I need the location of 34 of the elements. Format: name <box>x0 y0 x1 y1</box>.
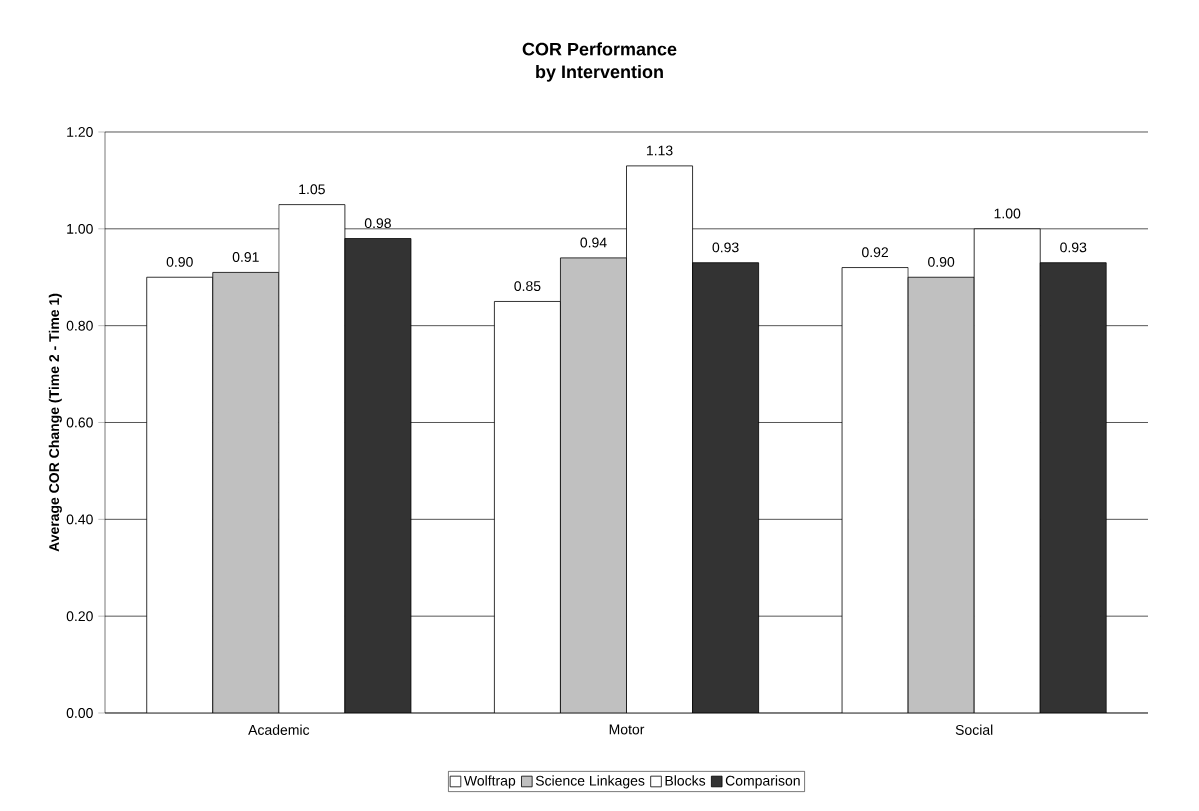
bar <box>692 262 760 713</box>
bar <box>560 257 627 713</box>
y-tick-label: 0.00 <box>66 708 93 718</box>
y-tick-label: 0.20 <box>66 611 93 622</box>
data-label: 0.91 <box>232 252 259 263</box>
data-label: 0.98 <box>364 218 391 229</box>
x-tick-label: Motor <box>609 724 645 735</box>
data-label: 0.92 <box>862 247 888 258</box>
y-axis-title: Average COR Change (Time 2 - Time 1) <box>48 293 62 552</box>
bar <box>344 238 412 713</box>
legend-label: Blocks <box>665 775 706 786</box>
legend-label: Science Linkages <box>535 775 645 789</box>
y-tick-label: 1.20 <box>67 127 93 137</box>
data-label: 0.93 <box>712 242 739 253</box>
legend-label: Comparison <box>725 775 800 789</box>
x-tick-label: Academic <box>248 724 310 735</box>
data-label: 0.85 <box>514 281 541 292</box>
y-tick-label: 0.60 <box>66 417 93 428</box>
bar <box>1039 262 1107 713</box>
data-label: 1.05 <box>299 184 325 195</box>
data-label: 1.00 <box>994 208 1021 219</box>
bar <box>907 276 975 713</box>
chart-title: COR Performance by Intervention <box>522 42 677 82</box>
data-label: 0.90 <box>166 256 193 267</box>
data-label: 1.13 <box>646 145 673 156</box>
data-label: 0.90 <box>928 256 955 267</box>
data-label: 0.93 <box>1060 242 1087 253</box>
y-tick-label: 0.80 <box>66 320 93 331</box>
data-label: 0.94 <box>580 237 607 248</box>
y-tick-label: 1.00 <box>67 223 93 234</box>
y-tick-label: 0.40 <box>66 514 93 525</box>
x-tick-label: Social <box>955 724 993 735</box>
bar <box>212 272 280 713</box>
legend-label: Wolftrap <box>463 775 516 789</box>
